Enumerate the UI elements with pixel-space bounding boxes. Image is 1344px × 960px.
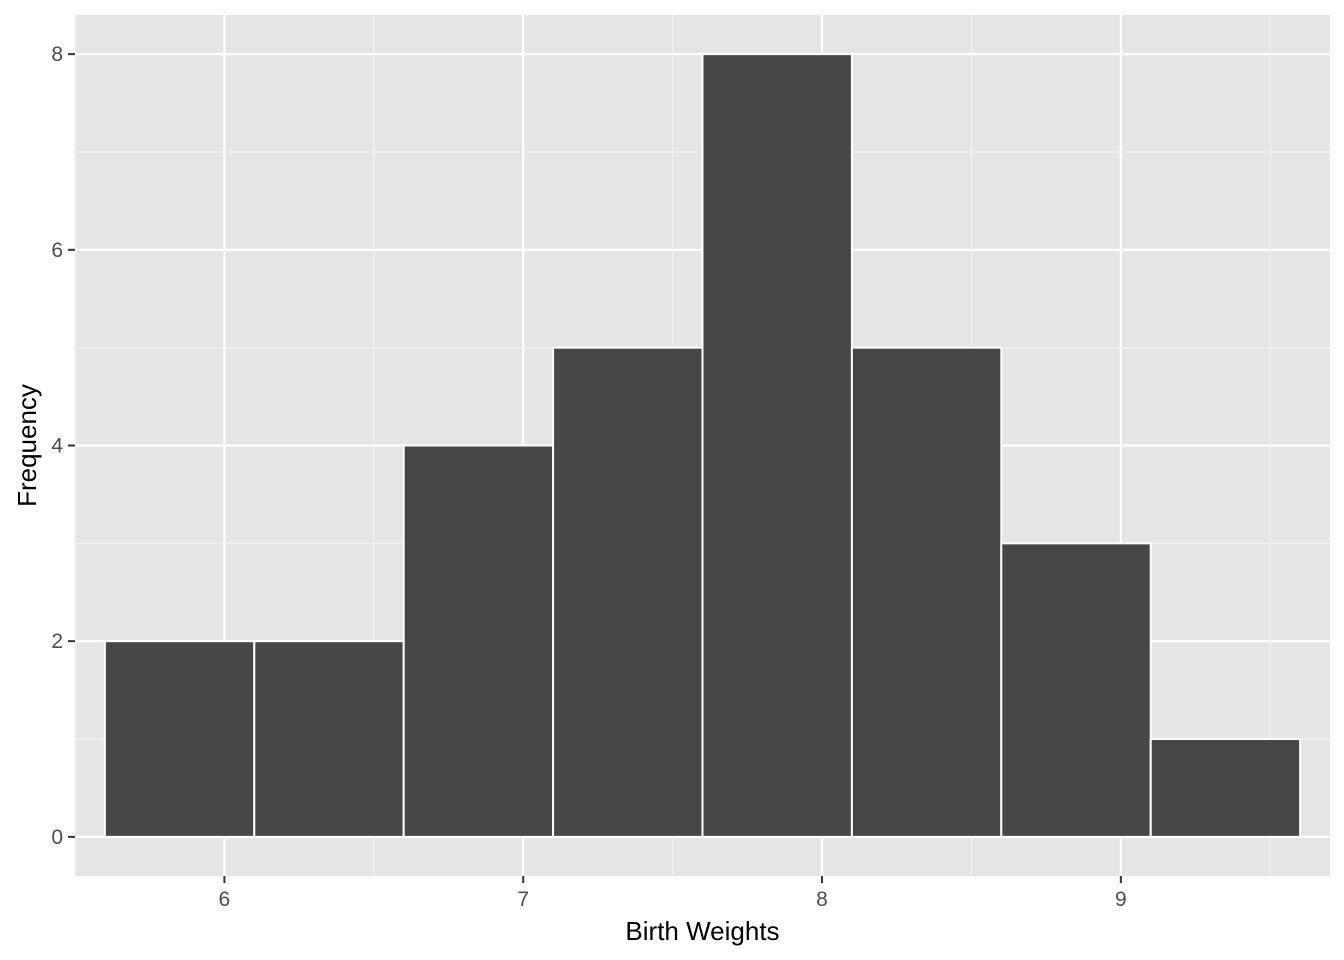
histogram-bar (1000, 542, 1152, 838)
y-tick-label: 0 (51, 826, 63, 849)
histogram-bar (253, 640, 405, 838)
y-tick-label: 4 (51, 435, 63, 458)
x-tick-label: 9 (1115, 888, 1127, 911)
histogram-bar (402, 444, 555, 838)
x-axis-title: Birth Weights (625, 916, 779, 946)
histogram-bar (850, 346, 1003, 838)
y-tick-label: 6 (51, 239, 63, 262)
x-tick-label: 7 (517, 888, 529, 911)
x-tick-label: 8 (816, 888, 828, 911)
histogram-bar (1149, 738, 1302, 838)
histogram-bar (103, 640, 256, 838)
histogram-bars (103, 53, 1302, 838)
y-tick-label: 2 (51, 630, 63, 653)
y-tick-label: 8 (51, 43, 63, 66)
x-axis-ticks: 6 7 8 9 (219, 876, 1127, 911)
x-tick-label: 6 (219, 888, 231, 911)
y-axis-title: Frequency (12, 384, 42, 507)
histogram-bar (552, 346, 704, 838)
histogram-bar (701, 53, 853, 838)
y-axis-ticks: 0 2 4 6 8 (51, 43, 75, 849)
